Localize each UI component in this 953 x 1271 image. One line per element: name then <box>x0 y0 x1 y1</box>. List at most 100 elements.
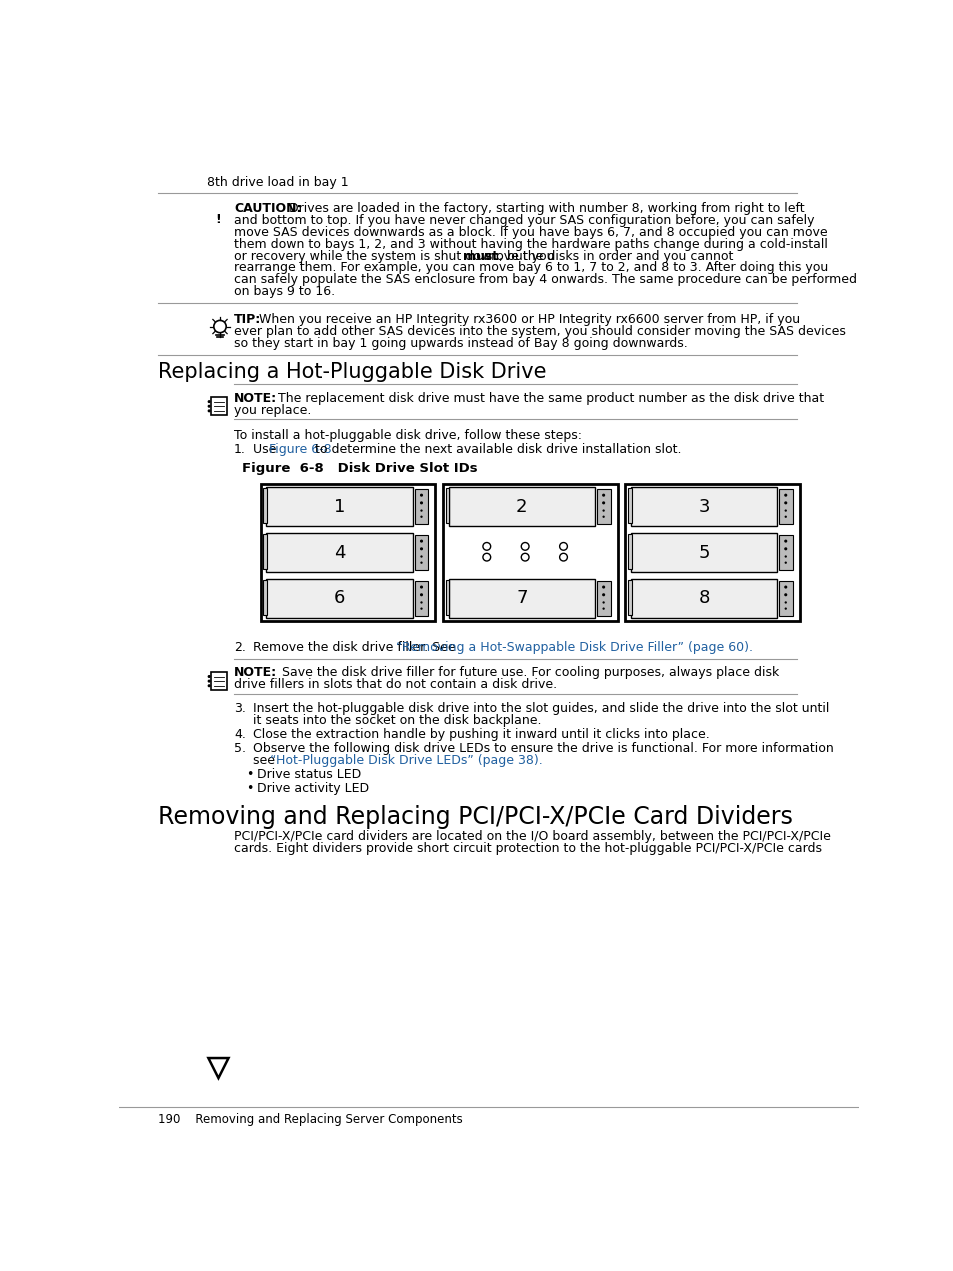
Bar <box>445 488 449 524</box>
Circle shape <box>419 586 422 588</box>
Circle shape <box>783 601 786 604</box>
Text: Insert the hot-pluggable disk drive into the slot guides, and slide the drive in: Insert the hot-pluggable disk drive into… <box>253 702 829 714</box>
Text: Close the extraction handle by pushing it inward until it clicks into place.: Close the extraction handle by pushing i… <box>253 728 709 741</box>
Circle shape <box>208 680 211 683</box>
Text: CAUTION:: CAUTION: <box>233 202 301 215</box>
Circle shape <box>420 516 422 517</box>
Text: Removing and Replacing PCI/PCI-X/PCIe Card Dividers: Removing and Replacing PCI/PCI-X/PCIe Ca… <box>158 806 792 830</box>
Text: rearrange them. For example, you can move bay 6 to 1, 7 to 2, and 8 to 3. After : rearrange them. For example, you can mov… <box>233 262 827 275</box>
Text: see: see <box>253 754 279 768</box>
Bar <box>263 534 267 569</box>
Bar <box>596 489 610 524</box>
Circle shape <box>783 501 786 505</box>
Text: Figure  6-8   Disk Drive Slot IDs: Figure 6-8 Disk Drive Slot IDs <box>241 463 476 475</box>
Text: Replacing a Hot-Pluggable Disk Drive: Replacing a Hot-Pluggable Disk Drive <box>158 362 546 383</box>
Circle shape <box>783 562 786 564</box>
Circle shape <box>783 540 786 543</box>
Circle shape <box>783 510 786 512</box>
Bar <box>627 534 631 569</box>
Text: so they start in bay 1 going upwards instead of Bay 8 going downwards.: so they start in bay 1 going upwards ins… <box>233 337 687 350</box>
Circle shape <box>208 409 211 412</box>
Circle shape <box>783 586 786 588</box>
Text: 4: 4 <box>334 544 345 562</box>
Circle shape <box>419 501 422 505</box>
Text: Drive status LED: Drive status LED <box>257 768 361 780</box>
Bar <box>415 535 428 571</box>
Text: “Hot-Pluggable Disk Drive LEDs” (page 38).: “Hot-Pluggable Disk Drive LEDs” (page 38… <box>270 754 542 768</box>
Circle shape <box>419 548 422 550</box>
Circle shape <box>420 510 422 512</box>
Text: Drives are loaded in the factory, starting with number 8, working from right to : Drives are loaded in the factory, starti… <box>277 202 804 215</box>
Text: PCI/PCI-X/PCIe card dividers are located on the I/O board assembly, between the : PCI/PCI-X/PCIe card dividers are located… <box>233 830 830 843</box>
Text: NOTE:: NOTE: <box>233 391 276 404</box>
Text: Remove the disk drive filler. See: Remove the disk drive filler. See <box>253 641 459 653</box>
Bar <box>443 484 617 622</box>
Text: 3.: 3. <box>233 702 246 714</box>
Circle shape <box>208 400 211 403</box>
Circle shape <box>420 601 422 604</box>
Circle shape <box>420 562 422 564</box>
Bar <box>624 484 799 622</box>
Circle shape <box>208 404 211 408</box>
Bar <box>266 578 413 619</box>
Text: 5: 5 <box>698 544 709 562</box>
Circle shape <box>783 548 786 550</box>
Text: 3: 3 <box>698 497 709 516</box>
Text: Drive activity LED: Drive activity LED <box>257 782 369 794</box>
Text: or recovery while the system is shut down, but you: or recovery while the system is shut dow… <box>233 249 558 263</box>
Text: Save the disk drive filler for future use. For cooling purposes, always place di: Save the disk drive filler for future us… <box>266 666 779 680</box>
Bar <box>266 533 413 572</box>
Text: drive fillers in slots that do not contain a disk drive.: drive fillers in slots that do not conta… <box>233 679 557 691</box>
Bar <box>627 580 631 615</box>
Bar <box>263 580 267 615</box>
Circle shape <box>420 555 422 558</box>
Circle shape <box>419 493 422 497</box>
Bar <box>261 484 435 622</box>
Text: 8: 8 <box>698 590 709 608</box>
Bar <box>445 580 449 615</box>
Text: 4.: 4. <box>233 728 246 741</box>
Bar <box>415 489 428 524</box>
Circle shape <box>601 594 604 596</box>
Text: 190    Removing and Replacing Server Components: 190 Removing and Replacing Server Compon… <box>158 1112 462 1126</box>
Bar <box>263 488 267 524</box>
Text: move SAS devices downwards as a block. If you have bays 6, 7, and 8 occupied you: move SAS devices downwards as a block. I… <box>233 226 826 239</box>
Text: 1: 1 <box>334 497 345 516</box>
Circle shape <box>420 608 422 610</box>
Text: •: • <box>246 768 253 780</box>
Circle shape <box>602 510 604 512</box>
Circle shape <box>601 493 604 497</box>
Bar <box>212 672 227 690</box>
Bar <box>630 533 777 572</box>
Circle shape <box>783 493 786 497</box>
Bar <box>778 535 792 571</box>
Bar <box>266 487 413 526</box>
Bar <box>415 581 428 616</box>
Text: to determine the next available disk drive installation slot.: to determine the next available disk dri… <box>311 442 680 456</box>
Circle shape <box>602 601 604 604</box>
Bar <box>778 489 792 524</box>
Text: must: must <box>463 249 498 263</box>
Text: them down to bays 1, 2, and 3 without having the hardware paths change during a : them down to bays 1, 2, and 3 without ha… <box>233 238 827 250</box>
Circle shape <box>601 501 604 505</box>
Circle shape <box>783 516 786 517</box>
Text: 6: 6 <box>334 590 345 608</box>
Text: it seats into the socket on the disk backplane.: it seats into the socket on the disk bac… <box>253 714 541 727</box>
Text: The replacement disk drive must have the same product number as the disk drive t: The replacement disk drive must have the… <box>266 391 823 404</box>
Bar <box>448 487 595 526</box>
Circle shape <box>783 608 786 610</box>
Circle shape <box>419 540 422 543</box>
Text: !: ! <box>215 214 221 226</box>
Bar <box>627 488 631 524</box>
Bar <box>212 397 227 416</box>
Text: can safely populate the SAS enclosure from bay 4 onwards. The same procedure can: can safely populate the SAS enclosure fr… <box>233 273 856 286</box>
Text: 7: 7 <box>516 590 527 608</box>
Text: NOTE:: NOTE: <box>233 666 276 680</box>
Text: 2.: 2. <box>233 641 246 653</box>
Text: 5.: 5. <box>233 742 246 755</box>
Circle shape <box>783 594 786 596</box>
Circle shape <box>208 684 211 688</box>
Bar <box>630 578 777 619</box>
Text: To install a hot-pluggable disk drive, follow these steps:: To install a hot-pluggable disk drive, f… <box>233 428 581 441</box>
Circle shape <box>419 594 422 596</box>
